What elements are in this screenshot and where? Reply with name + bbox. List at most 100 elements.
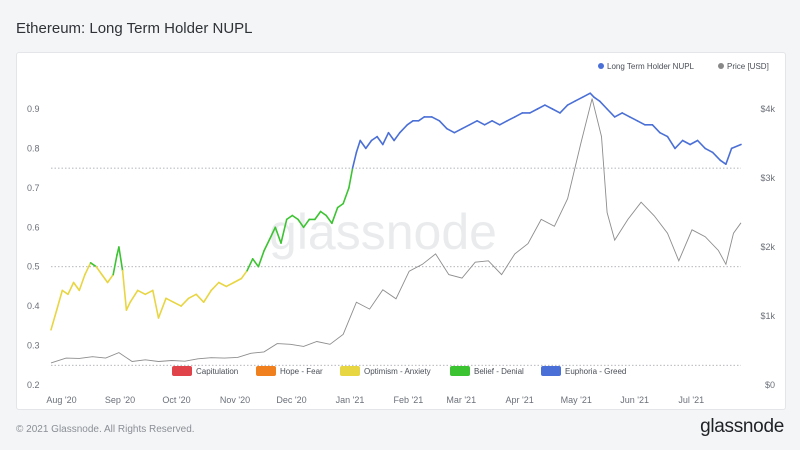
y-left-tick-label: 0.4 (27, 301, 40, 311)
nupl-segment (674, 139, 684, 150)
y-left-tick-label: 0.8 (27, 143, 40, 153)
nupl-segment (210, 281, 220, 292)
nupl-segment (78, 273, 86, 292)
x-tick-label: Jul '21 (678, 395, 704, 405)
nupl-segment (491, 120, 501, 126)
nupl-segment (381, 131, 390, 146)
zone-swatch (450, 366, 470, 376)
zone-label[interactable]: Optimism - Anxiety (364, 367, 431, 376)
zone-swatch (340, 366, 360, 376)
nupl-segment (297, 218, 305, 229)
nupl-segment (536, 104, 546, 110)
nupl-segment (498, 120, 509, 126)
nupl-segment (689, 139, 699, 146)
nupl-segment (438, 120, 448, 130)
nupl-segment (355, 139, 362, 154)
nupl-segment (621, 112, 631, 118)
nupl-segment (84, 262, 92, 276)
x-tick-label: Sep '20 (105, 395, 135, 405)
y-left-tick-label: 0.2 (27, 380, 40, 390)
nupl-chart: glassnode 0.2 0.3 0.4 0.5 0.6 0.7 0.8 0.9 $0 $1k… (27, 62, 775, 405)
nupl-segment (319, 210, 328, 217)
nupl-segment (280, 218, 288, 244)
nupl-segment (251, 258, 260, 268)
x-tick-label: Jun '21 (620, 395, 649, 405)
nupl-segment (359, 139, 367, 150)
x-tick-label: Apr '21 (506, 395, 534, 405)
nupl-segment (589, 92, 595, 99)
nupl-segment (246, 258, 254, 272)
legend-label[interactable]: Price [USD] (727, 62, 769, 71)
nupl-segment (95, 265, 103, 276)
nupl-segment (704, 147, 714, 154)
brand-logo: glassnode (700, 416, 784, 437)
nupl-segment (370, 135, 378, 142)
nupl-segment (696, 139, 707, 150)
y-right-tick-label: $2k (760, 242, 775, 252)
nupl-segment (393, 131, 401, 142)
nupl-segment (325, 214, 333, 225)
nupl-segment (263, 238, 271, 252)
nupl-segment (268, 226, 277, 240)
nupl-segment (725, 147, 733, 165)
zone-label[interactable]: Belief - Denial (474, 367, 524, 376)
nupl-segment (152, 289, 160, 319)
x-tick-label: Aug '20 (46, 395, 76, 405)
y-left-tick-label: 0.6 (27, 222, 40, 232)
nupl-segment (461, 124, 471, 130)
legend-dot (598, 63, 604, 69)
nupl-segment (476, 120, 486, 126)
x-tick-label: Jan '21 (336, 395, 365, 405)
nupl-segment (233, 277, 243, 284)
nupl-segment (225, 281, 235, 288)
nupl-segment (121, 269, 128, 311)
chart-card: glassnode 0.2 0.3 0.4 0.5 0.6 0.7 0.8 0.9 $0 $1k… (16, 52, 786, 410)
nupl-segment (187, 293, 197, 300)
legend-label[interactable]: Long Term Holder NUPL (607, 62, 695, 71)
nupl-segment (453, 127, 463, 134)
nupl-segment (348, 167, 354, 189)
x-tick-label: Mar '21 (446, 395, 476, 405)
x-tick-label: Oct '20 (162, 395, 190, 405)
nupl-segment (342, 187, 350, 205)
nupl-segment (398, 124, 409, 134)
zone-label[interactable]: Capitulation (196, 367, 238, 376)
nupl-segment (417, 116, 426, 122)
nupl-segment (240, 269, 248, 280)
nupl-segment (218, 281, 228, 288)
zone-swatch (172, 366, 192, 376)
nupl-segment (157, 297, 167, 319)
zone-label[interactable]: Hope - Fear (280, 367, 323, 376)
y-right-tick-label: $0 (765, 380, 775, 390)
nupl-segment (559, 104, 569, 114)
nupl-segment (61, 289, 69, 296)
x-tick-label: Nov '20 (220, 395, 250, 405)
nupl-segment (172, 301, 182, 307)
nupl-segment (351, 151, 358, 169)
nupl-segment (314, 210, 322, 221)
nupl-segment (711, 151, 722, 162)
nupl-segment (566, 100, 576, 106)
nupl-segment (430, 116, 441, 122)
nupl-segment (651, 124, 661, 134)
x-tick-label: Dec '20 (276, 395, 306, 405)
nupl-segment (598, 100, 608, 110)
zone-swatch (541, 366, 561, 376)
nupl-segment (659, 131, 669, 138)
nupl-segment (636, 120, 646, 126)
nupl-segment (274, 226, 282, 244)
nupl-segment (165, 297, 175, 303)
nupl-segment (387, 131, 395, 142)
nupl-segment (551, 108, 561, 114)
nupl-segment (593, 96, 601, 102)
zone-label[interactable]: Euphoria - Greed (565, 367, 626, 376)
nupl-segment (136, 289, 147, 296)
nupl-segment (628, 116, 639, 122)
nupl-segment (606, 108, 616, 118)
x-tick-label: Feb '21 (394, 395, 424, 405)
nupl-segment (195, 293, 205, 303)
watermark: glassnode (269, 204, 497, 260)
y-left-tick-label: 0.3 (27, 341, 40, 351)
copyright: © 2021 Glassnode. All Rights Reserved. (16, 424, 195, 435)
nupl-segment (50, 309, 58, 331)
